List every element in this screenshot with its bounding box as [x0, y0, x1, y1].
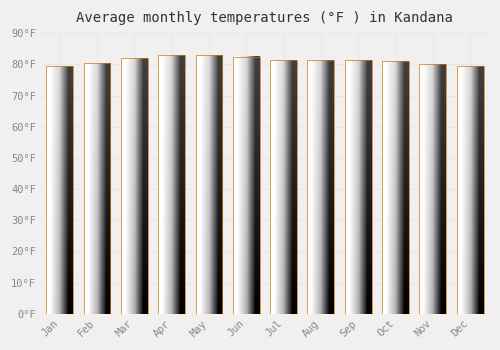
Bar [46, 66, 73, 314]
Bar [84, 63, 110, 314]
Bar [457, 66, 483, 314]
Bar [158, 55, 185, 314]
Bar [382, 61, 409, 314]
Bar [121, 58, 148, 314]
Bar [233, 57, 260, 314]
Bar [270, 60, 297, 314]
Bar [308, 60, 334, 314]
Bar [345, 60, 372, 314]
Bar [196, 55, 222, 314]
Title: Average monthly temperatures (°F ) in Kandana: Average monthly temperatures (°F ) in Ka… [76, 11, 454, 25]
Bar [420, 64, 446, 314]
